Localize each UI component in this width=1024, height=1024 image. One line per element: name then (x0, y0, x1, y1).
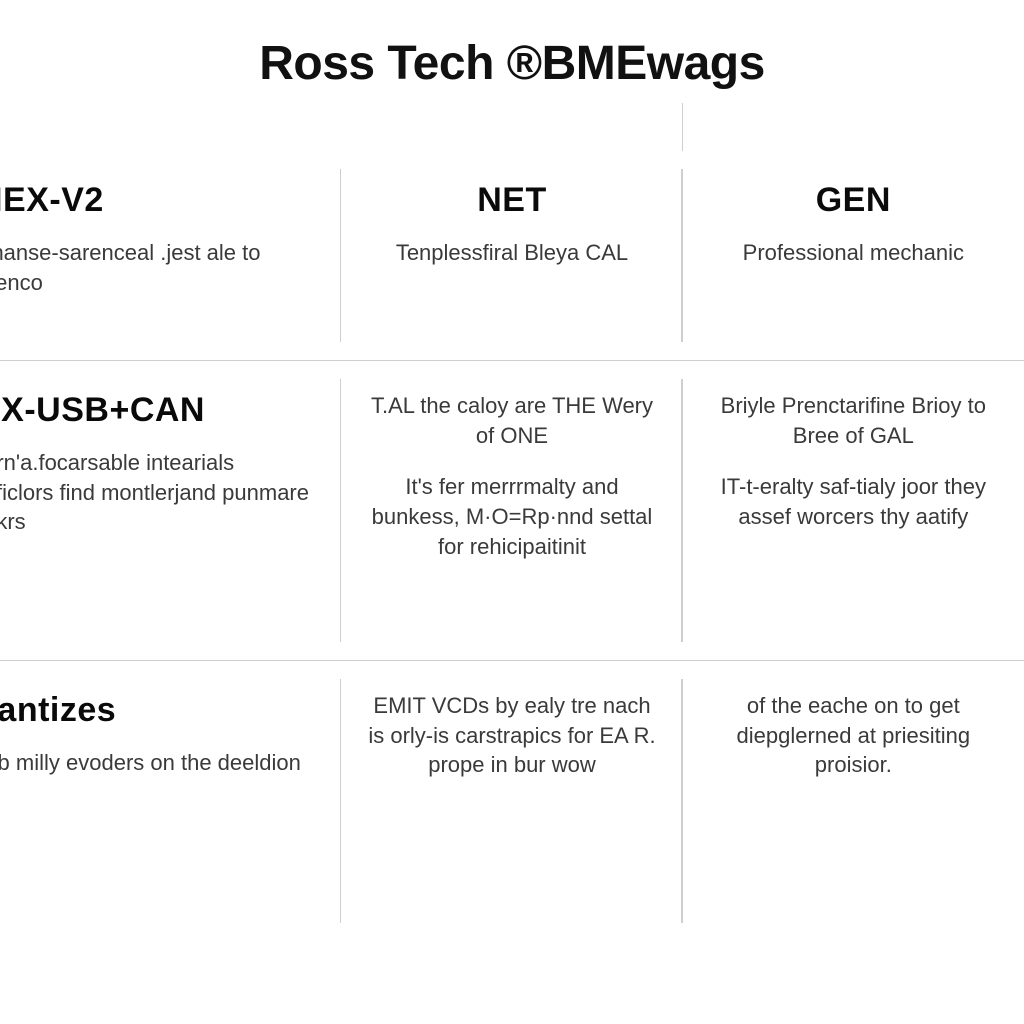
cell-heading: GEN (709, 181, 998, 220)
cell-heading: HEX-V2 (0, 181, 315, 220)
cell-eache: of the eache on to get diepglerned at pr… (683, 661, 1024, 941)
cell-body: rtnanse-sarenceal .jest ale to dlenco (0, 238, 315, 297)
grid-row: eantizes arb milly evoders on the deeldi… (0, 661, 1024, 941)
grid-row: HEX-V2 rtnanse-sarenceal .jest ale to dl… (0, 151, 1024, 361)
cell-ex-usb-can: EX-USB+CAN forn'a.focarsable intearials … (0, 361, 341, 660)
page-title: Ross Tech ®BMEwags (0, 36, 1024, 91)
cell-hex-v2: HEX-V2 rtnanse-sarenceal .jest ale to dl… (0, 151, 341, 360)
cell-net: NET Tenplessfiral Bleya CAL (341, 151, 682, 360)
cell-gen-detail: Briyle Prenctarifine Brioy to Bree of GA… (683, 361, 1024, 660)
cell-body: arb milly evoders on the deeldion (0, 748, 315, 778)
comparison-grid: HEX-V2 rtnanse-sarenceal .jest ale to dl… (0, 151, 1024, 941)
cell-heading: NET (367, 181, 656, 220)
cell-body: Tenplessfiral Bleya CAL (367, 238, 656, 268)
cell-net-detail: T.AL the caloy are THE Wery of ONE It's … (341, 361, 682, 660)
cell-body: forn'a.focarsable intearials ufficlors f… (0, 448, 315, 537)
cell-eantizes: eantizes arb milly evoders on the deeldi… (0, 661, 341, 941)
comparison-chart: Ross Tech ®BMEwags HEX-V2 rtnanse-sarenc… (0, 0, 1024, 1024)
cell-body: It's fer merrrmalty and bunkess, M·O=Rp·… (367, 472, 656, 561)
cell-heading: EX-USB+CAN (0, 391, 315, 430)
cell-emit-vcds: EMIT VCDs by ealy tre nach is orly-is ca… (341, 661, 682, 941)
cell-body: Briyle Prenctarifine Brioy to Bree of GA… (709, 391, 998, 450)
cell-body: of the eache on to get diepglerned at pr… (709, 691, 998, 780)
cell-gen: GEN Professional mechanic (683, 151, 1024, 360)
cell-body: EMIT VCDs by ealy tre nach is orly-is ca… (367, 691, 656, 780)
grid-row: EX-USB+CAN forn'a.focarsable intearials … (0, 361, 1024, 661)
cell-body: IT-t-eralty saf-tialy joor they assef wo… (709, 472, 998, 531)
cell-heading: eantizes (0, 691, 315, 730)
cell-body: Professional mechanic (709, 238, 998, 268)
cell-body: T.AL the caloy are THE Wery of ONE (367, 391, 656, 450)
